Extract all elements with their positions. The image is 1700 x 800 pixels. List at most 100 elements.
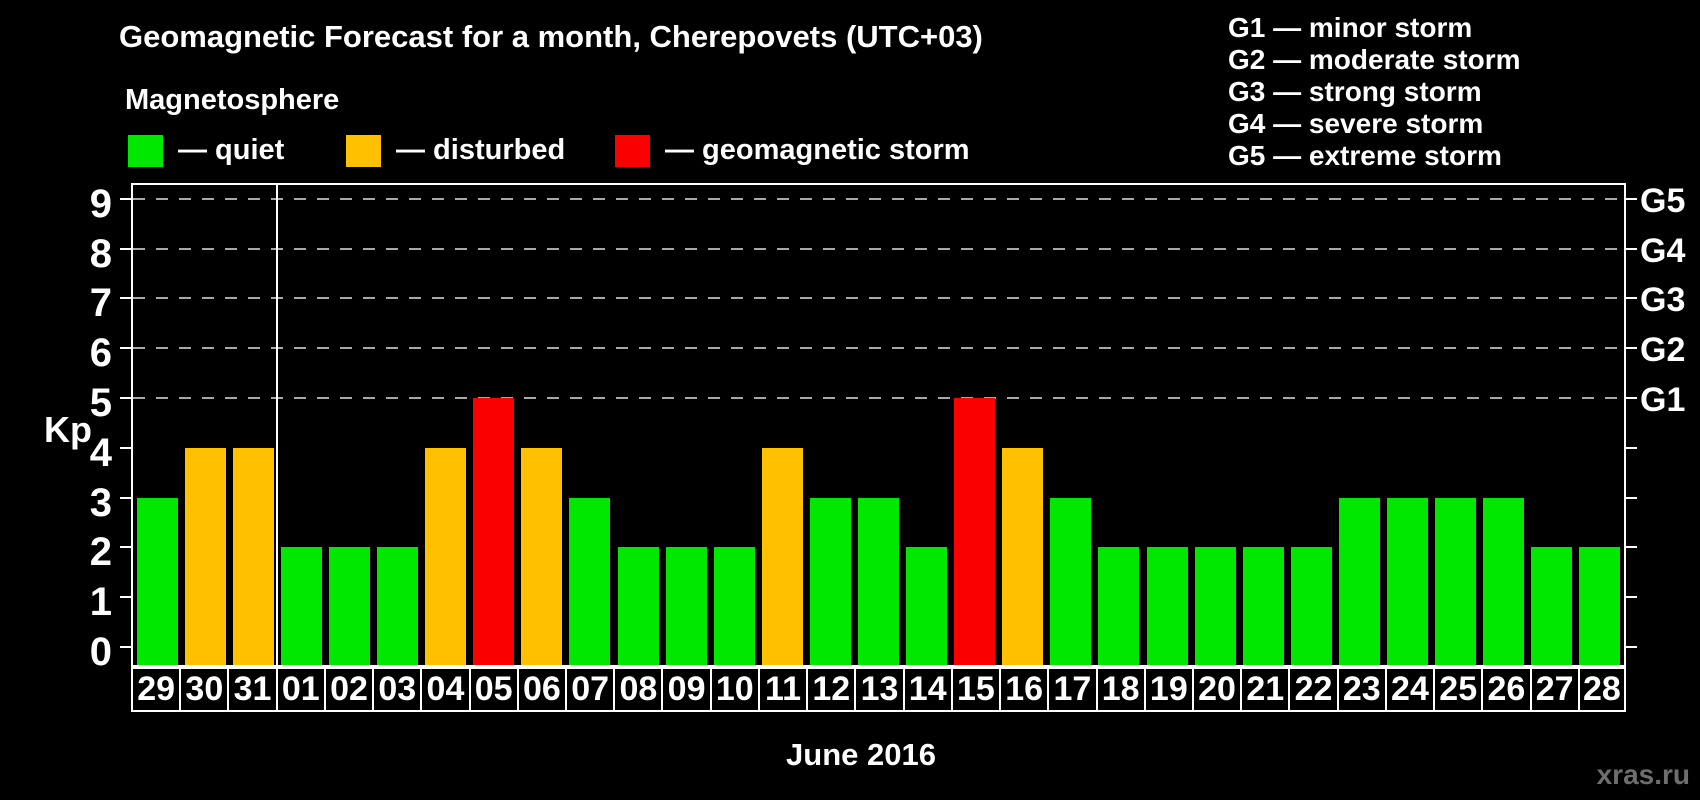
storm-level-gridline-g3 [133,297,1624,300]
storm-scale-item-g1: G1 — minor storm [1228,12,1473,43]
legend-item-disturbed-label: — disturbed [396,134,566,166]
storm-level-gridline-g4 [133,247,1624,250]
kp-bar-day-26 [1483,497,1525,665]
date-label-25: 25 [1433,669,1481,710]
y-tick-label-0: 0 [89,630,112,674]
legend-item-storm-label: — geomagnetic storm [665,134,970,166]
x-axis-title: June 2016 [786,737,936,772]
y-axis-tick-right [1626,397,1637,399]
y-axis-tick-left [120,546,131,549]
y-axis-tick-right [1626,347,1637,350]
date-label-14: 14 [902,669,951,710]
kp-bar-day-24 [1387,497,1429,665]
date-label-12: 12 [806,669,854,710]
storm-scale-item-g4: G4 — severe storm [1228,108,1484,139]
kp-bar-day-31 [232,447,274,665]
date-label-01: 01 [275,669,324,710]
kp-bar-day-25 [1435,497,1477,665]
y-axis-tick-left [120,596,131,599]
kp-bar-day-18 [1098,547,1140,665]
y-axis-tick-left [120,347,131,350]
kp-bar-day-27 [1531,547,1573,665]
kp-bar-day-13 [858,497,899,665]
kp-bar-day-05 [473,398,515,665]
date-label-29: 29 [131,669,179,710]
month-separator-line [276,185,279,665]
kp-bar-day-12 [809,497,851,665]
storm-scale-item-g3: G3 — strong storm [1228,76,1482,107]
kp-bar-day-03 [377,547,419,665]
date-label-11: 11 [757,669,806,710]
kp-bar-day-02 [328,547,370,665]
y-axis-tick-left [120,397,131,399]
y-axis-tick-right [1626,496,1637,499]
right-axis-label-g1: G1 [1640,381,1686,419]
storm-scale-item-g2: G2 — moderate storm [1228,44,1521,75]
legend-item-disturbed: — disturbed [346,134,565,167]
kp-bar-day-20 [1194,547,1236,665]
date-label-16: 16 [999,669,1047,710]
kp-bar-day-21 [1242,547,1284,665]
y-axis-tick-left [120,496,131,499]
date-label-10: 10 [709,669,758,710]
kp-bar-day-22 [1290,547,1332,665]
date-label-19: 19 [1143,669,1192,710]
y-tick-label-7: 7 [89,281,112,326]
y-axis-title: Kp [44,409,92,450]
date-label-07: 07 [565,669,613,710]
right-axis-label-g2: G2 [1640,331,1686,370]
chart-title: Geomagnetic Forecast for a month, Cherep… [119,19,983,54]
date-label-30: 30 [179,669,227,710]
kp-bar-day-14 [906,547,948,665]
y-axis-tick-right [1626,297,1637,300]
kp-bar-day-29 [136,497,178,665]
storm-scale-item-g5: G5 — extreme storm [1228,140,1502,171]
storm-scale-legend: G1 — minor storm G2 — moderate storm G3 — … [1228,12,1521,172]
y-axis-tick-right [1626,646,1637,648]
y-tick-label-1: 1 [89,580,112,625]
y-axis-tick-left [120,646,131,648]
y-axis-tick-right [1626,197,1637,200]
kp-bar-day-28 [1579,547,1621,665]
kp-bar-day-30 [184,447,226,665]
date-label-17: 17 [1047,669,1095,710]
date-label-24: 24 [1384,669,1433,710]
quiet-color-swatch [128,134,163,167]
legend-item-storm: — geomagnetic storm [615,134,970,167]
date-label-26: 26 [1481,669,1529,710]
kp-bar-day-16 [1002,447,1044,665]
right-axis-label-g4: G4 [1640,231,1686,270]
date-label-13: 13 [854,669,902,710]
watermark: xras.ru [1596,759,1690,790]
y-axis-tick-left [120,247,131,250]
kp-bar-day-15 [954,398,996,665]
kp-bar-day-19 [1146,547,1188,665]
date-label-15: 15 [950,669,999,710]
legend-item-quiet-label: — quiet [178,134,285,166]
storm-color-swatch [615,134,650,167]
date-label-18: 18 [1095,669,1144,710]
y-tick-label-5: 5 [89,381,112,425]
plot-area [131,183,1626,667]
date-label-21: 21 [1240,669,1288,710]
y-tick-label-3: 3 [89,480,112,525]
y-axis-tick-right [1626,446,1637,449]
y-axis-tick-left [120,197,131,200]
kp-bar-day-04 [425,447,467,665]
kp-bar-day-06 [521,447,563,665]
y-axis-tick-right [1626,546,1637,549]
date-label-22: 22 [1288,669,1336,710]
y-axis-tick-right [1626,247,1637,250]
date-label-08: 08 [613,669,661,710]
storm-level-gridline-g5 [133,197,1624,200]
date-label-03: 03 [372,669,420,710]
y-axis-tick-right [1626,596,1637,599]
y-axis-tick-left [120,446,131,449]
date-label-28: 28 [1577,669,1626,710]
date-label-20: 20 [1191,669,1240,710]
kp-bar-day-08 [617,547,659,665]
date-label-04: 04 [420,669,468,710]
kp-bar-day-17 [1050,497,1092,665]
y-axis-tick-left [120,297,131,300]
date-label-06: 06 [516,669,565,710]
